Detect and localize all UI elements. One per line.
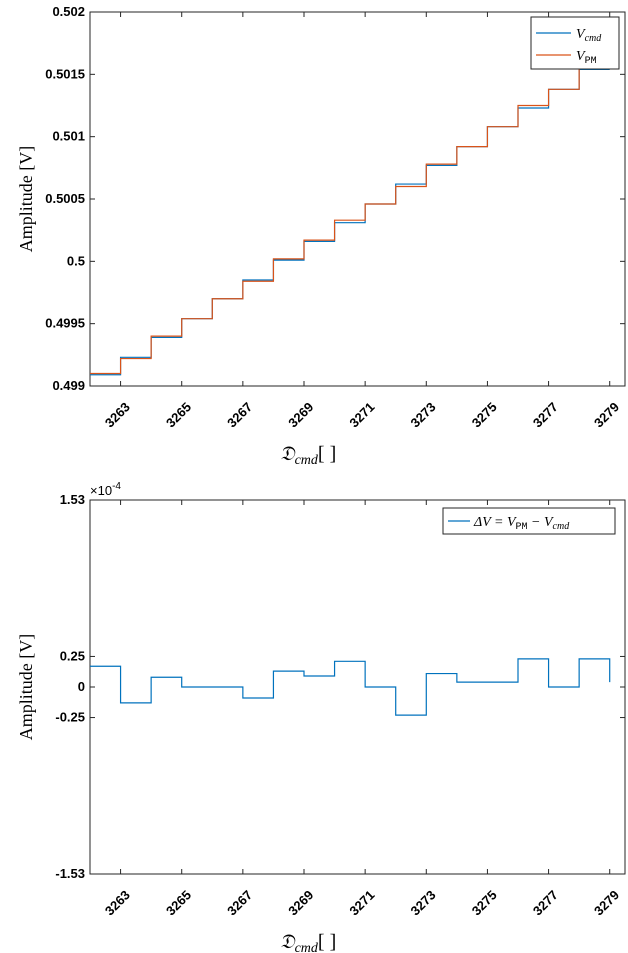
y-axis-ticks: 0.499 0.4995 0.5 0.5005 0.501 0.5015 0.502 bbox=[45, 4, 625, 393]
legend-box bbox=[530, 16, 620, 70]
series-line-1 bbox=[90, 66, 610, 375]
x-tick-label: 3275 bbox=[469, 399, 500, 430]
plot-area bbox=[89, 11, 626, 387]
legend: ΔV = VPM − Vcmd bbox=[442, 507, 616, 535]
x-tick-label: 3279 bbox=[591, 399, 622, 430]
y-tick-label: 0.4995 bbox=[45, 316, 85, 331]
legend: Vcmd VPM bbox=[530, 16, 620, 70]
x-tick-label: 3265 bbox=[163, 399, 194, 430]
x-axis-label: 𝔇cmd[ ] bbox=[280, 931, 337, 953]
x-tick-label: 3265 bbox=[163, 887, 194, 918]
y-tick-label: 1.53 bbox=[60, 492, 85, 507]
y-tick-label: 0.5015 bbox=[45, 66, 85, 81]
y-tick-label: 0.502 bbox=[52, 4, 85, 19]
y-tick-label: 0.5 bbox=[67, 253, 85, 268]
x-axis-label-unit: [ ] bbox=[318, 931, 336, 953]
x-axis-label-sub: cmd bbox=[295, 941, 319, 953]
x-tick-label: 3263 bbox=[102, 399, 133, 430]
legend-label-v-pm: VPM bbox=[576, 49, 597, 67]
x-tick-label: 3273 bbox=[408, 399, 439, 430]
legend-label-delta-v: ΔV = VPM − Vcmd bbox=[473, 515, 570, 533]
y-axis-label: Amplitude [V] bbox=[16, 146, 36, 252]
axis-exponent: ×10-4 bbox=[90, 481, 121, 498]
legend-label-v-cmd: Vcmd bbox=[576, 27, 602, 44]
x-tick-label: 3273 bbox=[408, 887, 439, 918]
x-axis-label: 𝔇cmd[ ] bbox=[280, 443, 337, 468]
x-tick-label: 3269 bbox=[285, 399, 316, 430]
x-tick-label: 3267 bbox=[224, 399, 255, 430]
series-group bbox=[90, 658, 611, 716]
x-tick-label: 3263 bbox=[102, 887, 133, 918]
x-axis-label-symbol: 𝔇 bbox=[280, 931, 296, 953]
x-axis-label-unit: [ ] bbox=[318, 443, 336, 465]
x-tick-label: 3267 bbox=[224, 887, 255, 918]
series-line-0 bbox=[90, 658, 611, 716]
y-tick-label: 0.499 bbox=[52, 378, 85, 393]
x-tick-label: 3279 bbox=[591, 887, 622, 918]
plot-area bbox=[89, 499, 626, 875]
y-tick-label: -0.25 bbox=[55, 710, 85, 725]
y-tick-label: 0.5005 bbox=[45, 191, 85, 206]
x-tick-label: 3277 bbox=[530, 399, 561, 430]
x-axis-label-sub: cmd bbox=[295, 453, 319, 468]
chart-delta: -1.53 -0.25 0 0.25 1.53 3263 3265 3267 3269 3271… bbox=[16, 481, 626, 953]
chart-amplitude: 0.499 0.4995 0.5 0.5005 0.501 0.5015 0.502 326… bbox=[16, 4, 626, 468]
legend-box bbox=[442, 507, 616, 535]
series-group bbox=[90, 66, 610, 376]
x-tick-label: 3269 bbox=[285, 887, 316, 918]
x-axis-label-symbol: 𝔇 bbox=[280, 443, 296, 465]
y-tick-label: 0 bbox=[78, 679, 85, 694]
y-axis-ticks: -1.53 -0.25 0 0.25 1.53 bbox=[55, 492, 625, 881]
x-tick-label: 3271 bbox=[346, 887, 377, 918]
y-tick-label: -1.53 bbox=[55, 866, 85, 881]
x-tick-label: 3277 bbox=[530, 887, 561, 918]
x-tick-label: 3271 bbox=[346, 399, 377, 430]
x-tick-label: 3275 bbox=[469, 887, 500, 918]
y-tick-label: 0.501 bbox=[52, 129, 85, 144]
y-axis-label: Amplitude [V] bbox=[16, 634, 36, 740]
y-tick-label: 0.25 bbox=[60, 648, 85, 663]
